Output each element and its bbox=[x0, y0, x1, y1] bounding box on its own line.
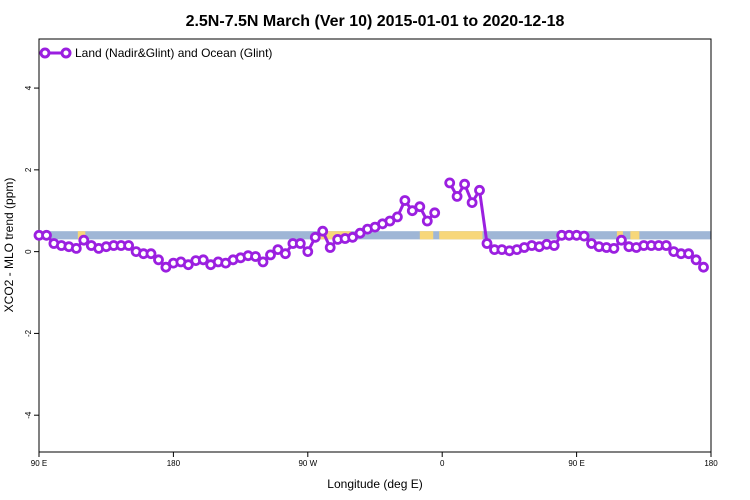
land-band bbox=[77, 231, 86, 240]
x-axis-label: Longitude (deg E) bbox=[327, 477, 422, 491]
data-point bbox=[257, 256, 269, 268]
data-point bbox=[197, 254, 209, 266]
data-point bbox=[317, 225, 329, 237]
legend: Land (Nadir&Glint) and Ocean (Glint) bbox=[39, 46, 272, 60]
data-point bbox=[481, 238, 493, 249]
data-point bbox=[683, 248, 694, 260]
plot-border bbox=[38, 38, 712, 453]
data-point bbox=[466, 197, 478, 209]
data-point bbox=[399, 195, 411, 206]
data-point bbox=[41, 229, 52, 241]
data-point bbox=[309, 231, 321, 243]
data-point bbox=[608, 242, 620, 254]
data-point bbox=[391, 211, 403, 223]
data-point bbox=[451, 190, 463, 202]
x-tick-label: 0 bbox=[440, 459, 445, 468]
series-layer bbox=[33, 177, 709, 273]
data-point bbox=[660, 240, 672, 251]
legend-marker-right bbox=[60, 47, 72, 59]
data-point bbox=[294, 238, 306, 249]
data-point bbox=[414, 201, 426, 213]
y-axis: -4 -2 0 2 4 bbox=[24, 85, 39, 419]
data-point bbox=[421, 215, 433, 227]
data-point bbox=[459, 178, 471, 190]
land-band bbox=[419, 231, 434, 240]
legend-entry-label: Land (Nadir&Glint) and Ocean (Glint) bbox=[75, 46, 272, 60]
y-tick-label: 4 bbox=[24, 85, 33, 90]
data-point bbox=[153, 254, 164, 266]
data-point bbox=[265, 249, 276, 261]
data-point bbox=[279, 248, 291, 260]
series-line bbox=[448, 182, 705, 269]
y-tick-label: -2 bbox=[24, 329, 33, 337]
x-tick-label: 180 bbox=[167, 459, 181, 468]
data-point bbox=[324, 242, 336, 253]
data-point bbox=[548, 240, 560, 251]
data-point bbox=[578, 230, 590, 242]
y-axis-label: XCO2 - MLO trend (ppm) bbox=[2, 178, 16, 313]
data-point bbox=[70, 242, 82, 254]
x-tick-label: 180 bbox=[704, 459, 718, 468]
land-band bbox=[439, 231, 483, 240]
data-point bbox=[145, 248, 157, 260]
chart-title: 2.5N-7.5N March (Ver 10) 2015-01-01 to 2… bbox=[186, 13, 565, 30]
data-point bbox=[616, 234, 627, 246]
y-tick-label: -4 bbox=[24, 411, 33, 419]
ocean-band bbox=[39, 231, 711, 240]
land-band bbox=[630, 231, 640, 240]
data-point bbox=[123, 240, 135, 251]
y-tick-label: 0 bbox=[24, 249, 33, 254]
data-point bbox=[78, 234, 90, 246]
data-point bbox=[474, 184, 485, 196]
plot-frame bbox=[38, 38, 712, 453]
data-point bbox=[690, 254, 702, 266]
data-point bbox=[429, 207, 441, 219]
x-tick-label: 90 E bbox=[568, 459, 584, 468]
legend-marker-left bbox=[39, 47, 51, 59]
data-point bbox=[302, 246, 314, 258]
data-point bbox=[698, 261, 709, 273]
y-tick-label: 2 bbox=[24, 167, 33, 172]
x-tick-label: 90 E bbox=[31, 459, 47, 468]
data-point bbox=[250, 251, 261, 262]
x-tick-label: 90 W bbox=[298, 459, 317, 468]
data-point bbox=[444, 177, 456, 189]
x-axis: 90 E 180 90 W 0 90 E 180 bbox=[31, 452, 718, 468]
